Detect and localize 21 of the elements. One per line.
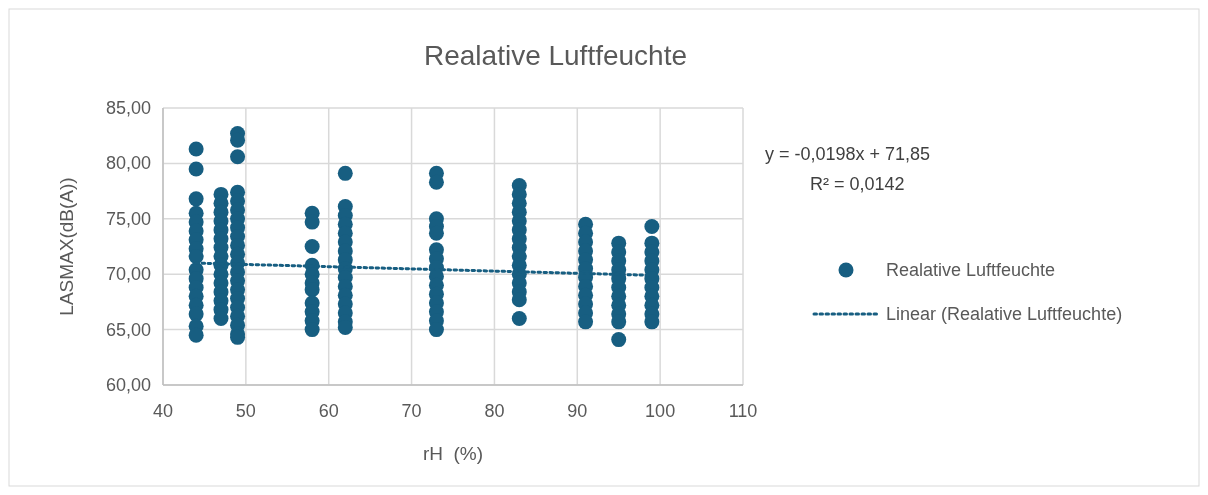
y-tick-label: 70,00 bbox=[105, 264, 151, 285]
legend-label: Realative Luftfeuchte bbox=[886, 260, 1056, 280]
y-tick-label: 75,00 bbox=[105, 208, 151, 229]
y-tick-label: 65,00 bbox=[105, 319, 151, 340]
legend-label: Linear (Realative Luftfeuchte) bbox=[886, 304, 1123, 324]
text: R² = 0,0142 bbox=[810, 174, 905, 194]
y-tick-label: 60,00 bbox=[105, 375, 151, 395]
text: y = -0,0198x + 71,85 bbox=[765, 144, 931, 164]
x-tick-label: 100 bbox=[645, 401, 676, 421]
x-tick-label: 110 bbox=[728, 401, 758, 421]
x-tick-label: 90 bbox=[567, 401, 588, 421]
x-tick-label: 50 bbox=[235, 401, 256, 421]
y-tick-label: 85,00 bbox=[105, 98, 151, 118]
x-tick-label: 70 bbox=[401, 401, 422, 421]
x-tick-label: 60 bbox=[318, 401, 339, 421]
x-tick-label: 40 bbox=[152, 401, 174, 421]
chart-title: Realative Luftfeuchte bbox=[423, 40, 688, 71]
x-axis-title: rH (%) bbox=[422, 443, 484, 464]
x-tick-label: 80 bbox=[484, 401, 505, 421]
y-tick-label: 80,00 bbox=[105, 153, 151, 174]
y-axis-title: LASMAX(dB(A)) bbox=[56, 177, 77, 316]
